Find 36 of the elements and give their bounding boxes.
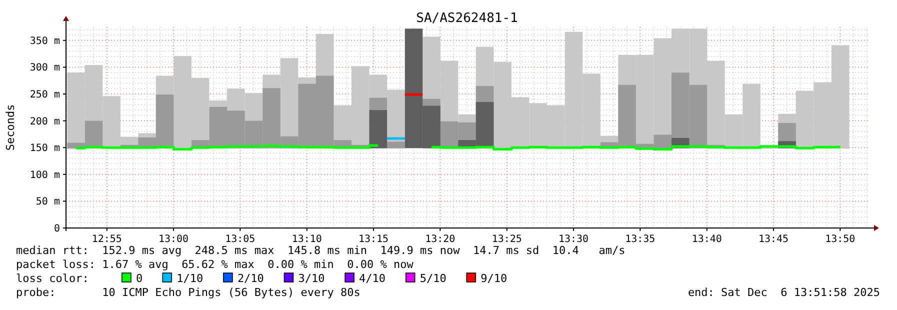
legend-label: 4/10 [359, 272, 386, 285]
x-tick-label: 13:30 [558, 234, 589, 245]
bar [369, 110, 388, 148]
y-tick-label: 100 m [30, 170, 60, 181]
y-tick-label: 50 m [36, 196, 60, 208]
x-tick-label: 13:50 [825, 234, 856, 245]
legend-label: 9/10 [480, 272, 508, 285]
legend-label: 1/10 [176, 272, 204, 285]
text: probe: 10 ICMP Echo Pings (56 Bytes) every 80s [16, 286, 360, 299]
x-tick-label: 13:40 [692, 234, 722, 245]
legend-title: loss color: [16, 272, 89, 285]
x-tick-label: 13:05 [225, 234, 256, 245]
y-axis-title: Seconds [4, 104, 17, 151]
legend-label: 2/10 [237, 272, 264, 285]
text: packet loss: 1.67 % avg 65.62 % max 0.00 % min 0.00 % now [16, 258, 414, 271]
x-tick-label: 13:00 [158, 234, 189, 245]
y-tick-label: 150 m [30, 143, 60, 154]
text: median rtt: 152.9 ms avg 248.5 ms max 145.8 ms min 149.9 ms now 14.7 ms sd 10.4 am/s [16, 244, 626, 257]
x-tick-label: 13:35 [625, 234, 656, 245]
x-tick-label: 13:45 [758, 234, 789, 245]
y-tick-label: 300 m [30, 62, 60, 74]
y-tick-label: 250 m [30, 90, 60, 100]
y-tick-label: 200 m [30, 116, 60, 128]
legend-label: 3/10 [298, 272, 325, 285]
chart-title: SA/AS262481-1 [416, 11, 518, 26]
x-tick-label: 13:20 [425, 234, 456, 245]
bar [387, 142, 405, 148]
x-tick-label: 13:10 [292, 234, 322, 245]
legend-label: 5/10 [420, 272, 446, 285]
x-tick-label: 13:25 [492, 234, 522, 245]
text: end: Sat Dec 6 13:51:58 2025 [688, 286, 880, 299]
y-tick-label: 350 m [30, 36, 60, 47]
y-tick-label: 0 [54, 224, 60, 234]
x-tick-label: 13:15 [358, 234, 389, 245]
legend-label: 0 [136, 272, 143, 285]
x-tick-label: 12:55 [92, 234, 122, 245]
